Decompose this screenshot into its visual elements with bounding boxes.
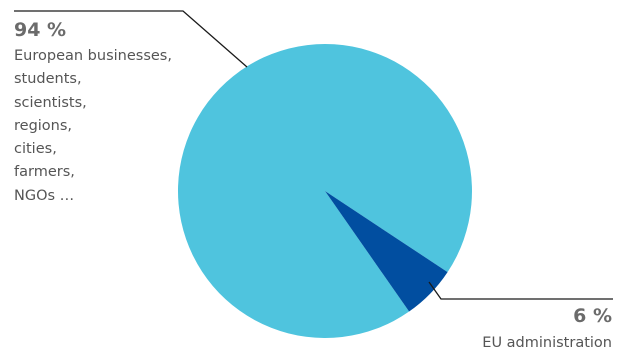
pie-slices [177,44,472,339]
slice-category-label-small: EU administration [482,332,612,355]
category-label-large-line: students, [14,71,82,88]
category-label-small-line: EU administration [482,335,612,351]
slice-value-label-small: 6 % [573,305,612,327]
leader-line-large [14,10,248,68]
pie-slice-large [177,44,472,339]
category-label-large-line: scientists, [14,94,87,111]
slice-value-label-large: 94 % [14,19,67,41]
category-label-large-line: regions, [14,117,73,134]
category-label-large-line: cities, [14,141,57,158]
leader-lines [14,10,613,300]
category-label-large-line: farmers, [14,164,75,181]
category-label-large-line: NGOs … [14,187,75,204]
pie-slice-small [325,191,448,312]
category-label-large-line: European businesses, [14,48,172,64]
slice-category-label-large: European businesses, students, scientists,… [14,45,172,208]
leader-line-small [428,281,613,300]
